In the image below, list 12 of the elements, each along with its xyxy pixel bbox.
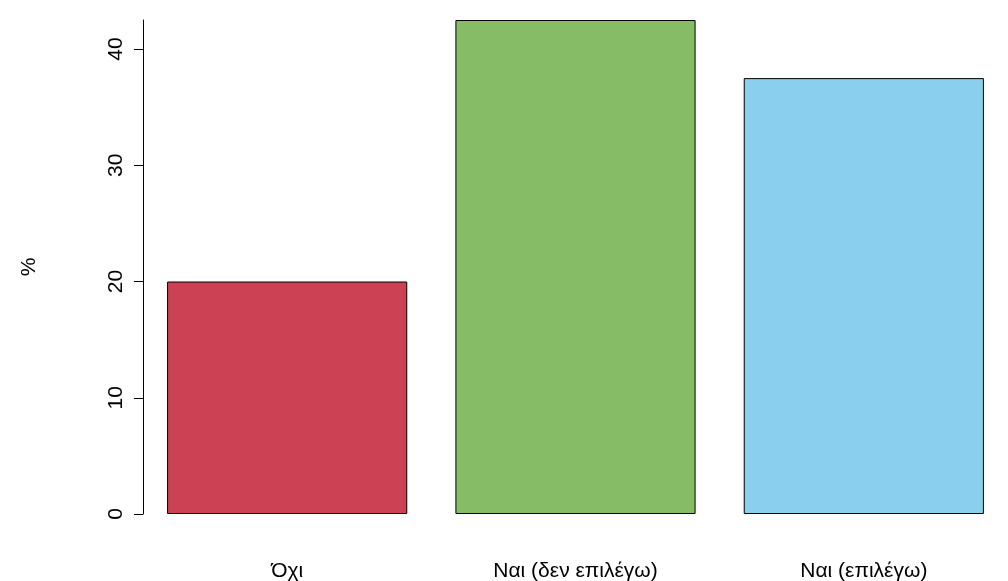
bar bbox=[743, 78, 984, 514]
y-tick-label: 0 bbox=[103, 508, 126, 520]
bar bbox=[167, 281, 408, 514]
x-tick-label: Ναι (επιλέγω) bbox=[800, 558, 928, 581]
x-tick-label: Ναι (δεν επιλέγω) bbox=[493, 558, 658, 581]
bar bbox=[455, 20, 696, 514]
x-tick-label: Όχι bbox=[270, 558, 304, 581]
y-tick-label: 10 bbox=[103, 386, 126, 410]
y-axis-title: % bbox=[16, 257, 39, 277]
y-tick-label: 20 bbox=[103, 269, 126, 294]
y-tick-label: 30 bbox=[103, 153, 126, 177]
y-tick-label: 40 bbox=[103, 37, 126, 61]
